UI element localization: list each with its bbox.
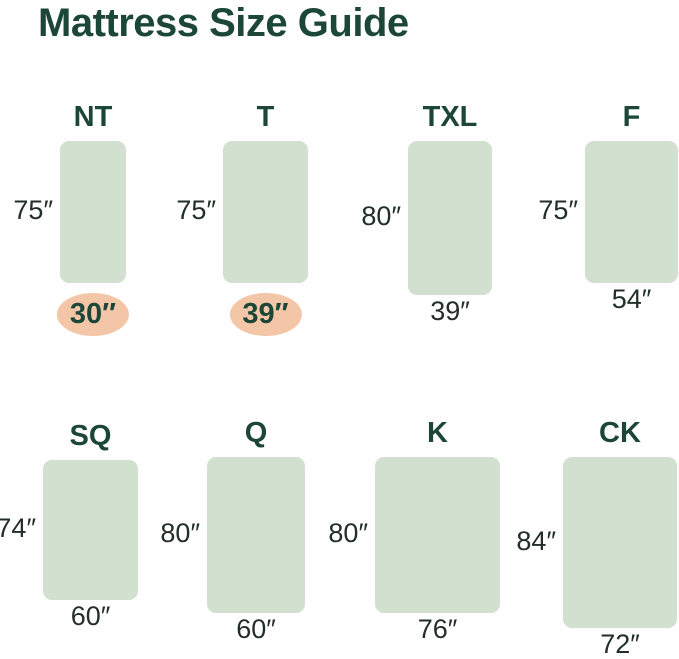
- mattress-abbr-q: Q: [244, 417, 268, 449]
- mattress-abbr-sq: SQ: [69, 420, 112, 452]
- mattress-length-t: 75″: [176, 195, 216, 226]
- mattress-length-f: 75″: [538, 195, 578, 226]
- mattress-q: Q 80″ 60″: [160, 419, 305, 643]
- mattress-width-highlight-nt: 30″: [56, 293, 130, 336]
- mattress-rect-q: [207, 457, 305, 613]
- mattress-length-sq: 74″: [0, 513, 36, 544]
- mattress-k: K 80″ 76″: [328, 419, 500, 643]
- mattress-sq: SQ 74″ 60″: [0, 422, 138, 630]
- mattress-abbr-k: K: [427, 417, 448, 449]
- mattress-length-txl: 80″: [361, 201, 401, 232]
- mattress-length-k: 80″: [328, 518, 368, 549]
- mattress-abbr-t: T: [256, 101, 275, 133]
- mattress-length-q: 80″: [160, 518, 200, 549]
- mattress-nt: NT 75″ 30″: [13, 103, 130, 336]
- mattress-ck: CK 84″ 72″: [516, 419, 677, 658]
- mattress-abbr-nt: NT: [73, 101, 113, 133]
- mattress-t: T 75″ 39″: [176, 103, 308, 336]
- mattress-f: F 75″ 54″: [538, 103, 678, 313]
- mattress-width-sq: 60″: [70, 601, 111, 631]
- mattress-width-k: 76″: [417, 614, 458, 644]
- mattress-rect-sq: [43, 460, 138, 600]
- mattress-rect-t: [223, 141, 308, 283]
- mattress-width-q: 60″: [236, 614, 276, 644]
- mattress-width-highlight-t: 39″: [229, 293, 302, 336]
- page-title: Mattress Size Guide: [38, 1, 409, 45]
- mattress-width-ck: 72″: [600, 629, 640, 659]
- mattress-length-ck: 84″: [516, 525, 556, 556]
- mattress-length-nt: 75″: [13, 195, 53, 226]
- mattress-abbr-txl: TXL: [422, 101, 478, 133]
- mattress-width-txl: 39″: [430, 296, 470, 326]
- mattress-width-f: 54″: [611, 284, 652, 314]
- mattress-txl: TXL 80″ 39″: [361, 103, 492, 325]
- mattress-rect-f: [585, 141, 678, 283]
- mattress-rect-k: [375, 457, 500, 613]
- mattress-rect-nt: [60, 141, 126, 283]
- mattress-rect-txl: [408, 141, 492, 295]
- mattress-abbr-f: F: [622, 101, 641, 133]
- mattress-rect-ck: [563, 457, 677, 628]
- mattress-abbr-ck: CK: [599, 417, 641, 449]
